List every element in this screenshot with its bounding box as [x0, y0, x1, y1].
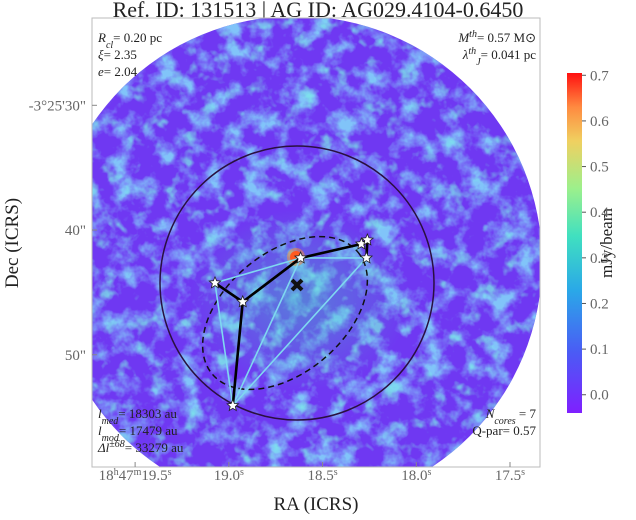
graph-edge: [232, 257, 302, 406]
annotation: lmed= 18303 au: [98, 406, 177, 427]
annotation-part: Q-par= 0.57: [472, 423, 536, 438]
cluster-circle: [159, 145, 435, 421]
annotation-part: N: [485, 406, 496, 421]
annotation: e= 2.04: [98, 64, 138, 79]
colorbar-tick-label: 0.0: [590, 388, 609, 404]
annotation-part: e: [98, 64, 104, 79]
annotation-part: R: [97, 30, 106, 45]
x-tick-label: 18h47m19.5s: [99, 467, 172, 485]
annotation: Q-par= 0.57: [472, 423, 536, 438]
mst-edge: [300, 242, 362, 260]
x-tick-label: 19.0s: [214, 467, 244, 485]
annotation-part: = 0.57 M⊙: [477, 30, 536, 45]
colorbar-tick-label: 0.5: [590, 160, 609, 176]
y-axis-label: Dec (ICRS): [2, 198, 23, 288]
annotation-part: Δl: [97, 440, 110, 455]
core: [208, 275, 222, 289]
annotation: lmod= 17479 au: [98, 423, 178, 444]
core: [236, 294, 250, 308]
annotation-part: cl: [106, 40, 113, 51]
colorbar: [567, 73, 582, 413]
x-tick-label: 18.0s: [401, 467, 431, 485]
annotation-part: th: [469, 29, 477, 40]
center-marker: [290, 278, 304, 292]
annotation-part: = 2.35: [104, 47, 137, 62]
core: [226, 398, 240, 412]
frame: [91, 17, 541, 468]
graph-edge: [232, 257, 368, 407]
x-tick-label: 17.5s: [495, 467, 525, 485]
annotation: Ncores = 7: [485, 406, 537, 427]
colorbar-tick-label: 0.2: [590, 296, 609, 312]
colorbar-label: mJy/beam: [597, 208, 616, 278]
annotation-part: = 2.04: [104, 64, 138, 79]
annotation: Δl±68= 33279 au: [97, 439, 184, 456]
annotation-part: = 0.20 pc: [113, 30, 162, 45]
annotation-part: l: [98, 406, 102, 421]
y-tick-label: 50": [65, 348, 86, 364]
annotation: λthJ= 0.041 pc: [462, 46, 536, 68]
annotation: Mth= 0.57 M⊙: [457, 29, 536, 46]
annotation-part: = 18303 au: [118, 406, 177, 421]
annotation-part: M: [457, 30, 470, 45]
annotation-part: = 33279 au: [125, 440, 184, 455]
graph-edge: [214, 282, 234, 406]
cluster-ellipse: [201, 235, 369, 391]
y-tick-label: -3°25'30": [29, 98, 86, 114]
annotation-part: med: [102, 416, 120, 427]
graph-edge: [214, 257, 301, 284]
annotation-part: = 7: [516, 406, 537, 421]
annotation-part: ξ: [98, 47, 104, 62]
colorbar-tick-label: 0.3: [590, 251, 609, 267]
annotation-part: = 17479 au: [119, 423, 178, 438]
annotation: Rcl= 0.20 pc: [97, 30, 162, 51]
colorbar-tick-label: 0.6: [590, 114, 609, 130]
edges: [214, 238, 369, 407]
mst-edge: [231, 301, 245, 406]
annotation-part: J: [476, 57, 481, 68]
colorbar-tick-label: 0.4: [590, 205, 609, 221]
annotation-part: l: [98, 423, 102, 438]
annotation-part: λ: [462, 47, 469, 62]
y-tick-label: 40": [65, 223, 86, 239]
annotation-part: mod: [102, 433, 120, 444]
annotation-part: cores: [494, 416, 515, 427]
annotation-part: ±68: [109, 439, 125, 450]
colorbar-tick-label: 0.7: [590, 68, 609, 84]
mst-edge: [214, 281, 244, 303]
annotation-part: th: [468, 46, 476, 57]
mst-edge: [241, 256, 302, 303]
annotation-part: = 0.041 pc: [481, 47, 537, 62]
x-axis-label: RA (ICRS): [274, 494, 359, 515]
colorbar-tick-label: 0.1: [590, 342, 609, 358]
core: [360, 232, 375, 246]
x-tick-label: 18.5s: [307, 467, 337, 485]
annotation: ξ= 2.35: [98, 47, 137, 62]
chart-title: Ref. ID: 131513 | AG ID: AG029.4104-0.64…: [113, 0, 524, 22]
core: [359, 250, 374, 264]
core: [293, 250, 308, 264]
